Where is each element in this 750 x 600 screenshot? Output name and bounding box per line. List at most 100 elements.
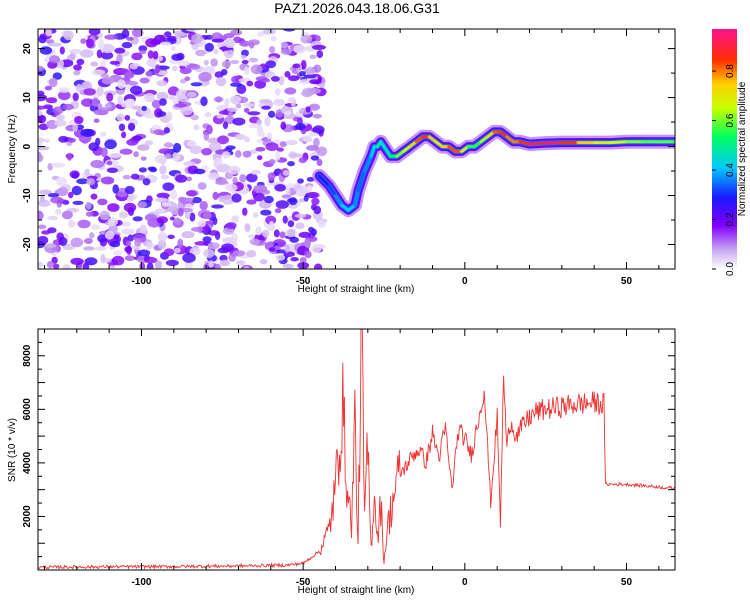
noise-blob — [107, 203, 120, 212]
noise-blob — [180, 105, 194, 116]
noise-blob — [132, 216, 143, 222]
noise-blob — [219, 259, 230, 267]
noise-blob — [149, 167, 158, 173]
noise-blob — [257, 155, 263, 161]
y-tick-label: 4000 — [22, 451, 33, 474]
noise-blob — [274, 208, 282, 214]
noise-blob — [124, 255, 136, 261]
snr-plot-area — [38, 329, 675, 570]
noise-blob — [221, 243, 234, 252]
noise-blob — [104, 34, 118, 40]
noise-blob — [52, 263, 60, 269]
noise-blob — [210, 58, 218, 67]
noise-blob — [131, 105, 142, 110]
heatmap-y-axis-label: Frequency (Hz) — [7, 115, 18, 184]
noise-blob — [82, 262, 90, 269]
noise-blob — [119, 148, 133, 155]
noise-blob — [304, 239, 311, 248]
noise-blob — [295, 122, 306, 131]
noise-blob — [297, 178, 304, 184]
noise-blob — [38, 110, 43, 117]
noise-blob — [124, 114, 131, 121]
noise-blob — [104, 230, 115, 240]
ridge-segment — [317, 174, 331, 188]
noise-blob — [123, 70, 135, 79]
noise-blob — [59, 46, 65, 55]
noise-blob — [177, 60, 190, 67]
noise-blob — [316, 50, 324, 59]
noise-blob — [151, 99, 162, 109]
noise-blob — [275, 200, 290, 209]
noise-blob — [47, 193, 60, 198]
noise-blob — [123, 202, 137, 213]
noise-blob — [131, 29, 144, 38]
x-tick-label: -50 — [296, 577, 311, 588]
noise-blob — [215, 180, 229, 185]
noise-blob — [172, 151, 181, 161]
noise-blob — [199, 201, 208, 211]
noise-blob — [145, 38, 159, 48]
noise-blob — [126, 196, 134, 202]
noise-blob — [288, 203, 298, 209]
noise-blob — [138, 45, 148, 52]
noise-blob — [88, 29, 101, 36]
noise-blob — [146, 58, 157, 68]
noise-blob — [250, 169, 261, 175]
noise-blob — [206, 124, 213, 135]
noise-blob — [213, 157, 223, 166]
x-tick-label: 0 — [462, 276, 468, 287]
noise-blob — [193, 124, 200, 131]
noise-blob — [41, 230, 51, 235]
noise-blob — [114, 47, 126, 54]
y-tick-label: 2000 — [22, 505, 33, 528]
noise-blob — [62, 243, 75, 251]
heatmap-frame — [37, 28, 676, 270]
noise-blob — [195, 49, 207, 57]
noise-blob — [43, 104, 53, 110]
noise-blob — [81, 98, 95, 107]
noise-blob — [312, 113, 322, 119]
noise-blob — [72, 123, 78, 132]
y-tick-label: -20 — [22, 237, 33, 252]
noise-blob — [155, 64, 161, 74]
noise-blob — [284, 87, 297, 95]
noise-blob — [178, 196, 187, 203]
noise-blob — [156, 111, 167, 117]
noise-blob — [276, 147, 284, 152]
noise-blob — [308, 132, 318, 137]
noise-blob — [38, 123, 49, 131]
noise-blob — [264, 195, 274, 204]
noise-blob — [80, 38, 87, 44]
noise-blob — [242, 207, 248, 216]
noise-blob — [203, 248, 215, 258]
noise-blob — [293, 44, 306, 54]
noise-blob — [236, 260, 246, 266]
noise-blob — [316, 158, 323, 166]
noise-blob — [284, 71, 291, 78]
noise-blob — [282, 170, 290, 176]
x-tick-label: 0 — [462, 577, 468, 588]
noise-blob — [97, 198, 108, 206]
snr-x-axis-label: Height of straight line (km) — [298, 585, 415, 596]
noise-blob — [225, 145, 236, 150]
noise-blob — [228, 253, 236, 262]
noise-blob — [104, 102, 112, 109]
noise-blob — [298, 157, 307, 164]
noise-blob — [280, 48, 292, 55]
noise-blob — [282, 263, 294, 269]
noise-blob — [186, 91, 197, 98]
noise-blob — [125, 240, 132, 247]
noise-blob — [231, 233, 238, 242]
noise-blob — [248, 123, 261, 129]
noise-blob — [94, 246, 107, 251]
noise-blob — [270, 35, 277, 42]
noise-blob — [278, 75, 285, 86]
noise-blob — [49, 42, 62, 47]
noise-blob — [243, 107, 250, 113]
noise-blob — [175, 174, 188, 183]
noise-blob — [221, 60, 232, 68]
noise-blob — [38, 137, 46, 143]
noise-blob — [287, 97, 295, 103]
noise-blob — [104, 139, 117, 150]
noise-blob — [224, 98, 230, 108]
